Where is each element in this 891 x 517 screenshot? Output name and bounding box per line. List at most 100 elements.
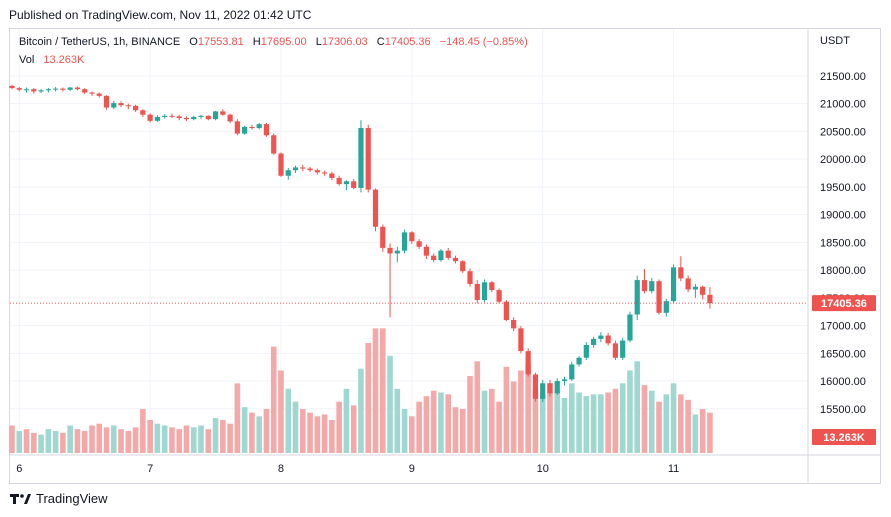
volume-value: 13.263K — [43, 54, 85, 66]
volume-bar — [445, 394, 451, 453]
last-volume-label: 13.263K — [823, 432, 865, 444]
volume-bar — [278, 370, 284, 453]
volume-bar — [350, 405, 357, 453]
volume-bar — [263, 409, 270, 453]
footer-brand[interactable]: TradingView — [10, 491, 108, 506]
volume-bar — [300, 409, 306, 453]
volume-bar — [656, 401, 662, 453]
currency-label: USDT — [820, 35, 850, 47]
candle-body — [154, 116, 160, 121]
volume-bar — [685, 399, 691, 453]
volume-bar — [699, 409, 706, 453]
candle-body — [292, 167, 299, 171]
y-tick-label: 19500.00 — [820, 182, 866, 194]
candle-body — [23, 89, 30, 91]
volume-bar — [343, 388, 350, 453]
candle-body — [31, 89, 37, 92]
volume-bar — [583, 396, 590, 453]
low-value: 17306.03 — [321, 36, 368, 48]
candle-body — [481, 282, 488, 301]
volume-bar — [190, 427, 197, 453]
candle-body — [591, 338, 597, 345]
last-volume-badge — [812, 429, 876, 445]
candle-body — [525, 351, 531, 375]
candle-body — [503, 301, 509, 321]
open-label: O — [189, 36, 198, 48]
volume-bar — [525, 365, 531, 453]
volume-bar — [619, 383, 626, 453]
x-tick-label: 11 — [668, 463, 679, 475]
volume-bar — [416, 401, 422, 453]
x-tick-label: 10 — [537, 463, 549, 475]
candle-body — [285, 170, 291, 176]
volume-bar — [401, 409, 408, 453]
candle-body — [641, 280, 648, 292]
volume-bar — [605, 392, 611, 453]
footer-brand-text: TradingView — [36, 491, 108, 506]
candle-body — [212, 111, 219, 120]
volume-bar — [496, 401, 502, 453]
volume-bar — [132, 427, 139, 453]
volume-label: Vol — [19, 54, 35, 66]
candle-body — [372, 189, 379, 227]
volume-bar — [590, 394, 597, 453]
candle-body — [649, 281, 655, 292]
volume-bar — [256, 416, 262, 453]
volume-bar — [169, 427, 175, 453]
volume-bar — [45, 429, 52, 453]
candle-body — [118, 103, 124, 106]
candle-body — [140, 110, 146, 115]
volume-bar — [23, 429, 30, 453]
volume-bar — [598, 394, 604, 453]
y-tick-label: 19000.00 — [820, 210, 866, 222]
candle-body — [460, 261, 466, 272]
x-tick-label: 7 — [147, 463, 153, 475]
candle-body — [474, 283, 480, 301]
candle-body — [300, 167, 306, 169]
volume-legend: Vol 13.263K — [19, 54, 84, 66]
tradingview-logo-icon — [10, 492, 32, 506]
candle-body — [322, 172, 328, 174]
volume-bar — [510, 381, 517, 453]
candle-body — [416, 241, 422, 247]
y-tick-label: 21000.00 — [820, 99, 866, 111]
candle-body — [467, 271, 473, 284]
volume-bar — [670, 383, 677, 453]
y-tick-label: 17000.00 — [820, 321, 866, 333]
candle-body — [387, 247, 393, 254]
candle-body — [249, 126, 255, 129]
volume-bar — [31, 432, 37, 453]
volume-bar — [52, 431, 59, 453]
candle-body — [89, 92, 95, 94]
volume-bar — [568, 383, 575, 453]
candle-body — [394, 250, 400, 254]
candle-body — [452, 257, 459, 262]
volume-bar — [183, 425, 190, 453]
volume-bar — [154, 423, 161, 453]
volume-bar — [430, 390, 437, 453]
volume-bar — [74, 429, 81, 453]
candle-body — [532, 374, 539, 399]
candle-body — [67, 87, 73, 90]
volume-bar — [241, 407, 248, 453]
candle-body — [605, 335, 611, 344]
volume-bar — [467, 376, 473, 453]
candle-body — [45, 89, 51, 91]
candle-body — [183, 118, 190, 120]
candle-body — [583, 344, 589, 358]
candle-body — [431, 255, 437, 261]
volume-bar — [663, 394, 670, 453]
low-label: L — [315, 36, 322, 48]
volume-bar — [423, 396, 430, 453]
candle-body — [423, 246, 429, 256]
volume-bar — [60, 432, 66, 453]
candle-body — [663, 301, 669, 313]
x-tick-label: 9 — [409, 463, 415, 475]
candle-body — [125, 105, 131, 107]
change-value: −148.45 (−0.85%) — [439, 36, 528, 48]
candle-body — [401, 232, 408, 251]
volume-bar — [489, 388, 495, 453]
volume-bar — [547, 383, 553, 453]
candle-body — [656, 281, 662, 313]
